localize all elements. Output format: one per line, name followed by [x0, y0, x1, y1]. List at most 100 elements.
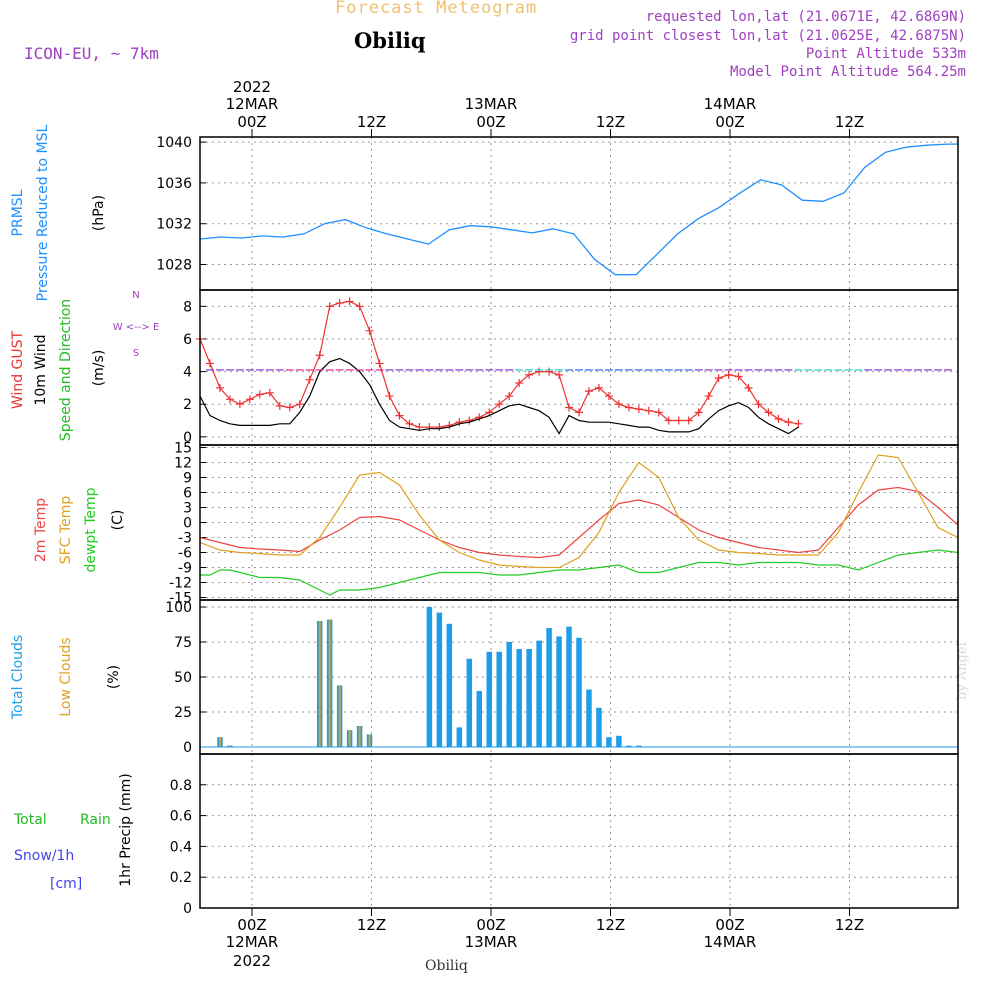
gust-point — [235, 400, 244, 409]
temp2m-line — [199, 486, 959, 559]
panel-frame — [199, 753, 959, 909]
wind-ytick: 4 — [183, 365, 192, 381]
gust-point — [215, 383, 224, 392]
gust-point — [525, 370, 534, 379]
gust-point — [535, 367, 544, 376]
total-cloud-bar — [426, 607, 433, 747]
chart-title: Forecast Meteogram — [335, 0, 538, 18]
wind-ytick: 6 — [183, 332, 192, 348]
top-hour-label: 12Z — [596, 113, 625, 131]
pressure-line — [199, 143, 958, 276]
low-cloud-bar — [218, 737, 221, 747]
gust-point — [435, 423, 444, 432]
gust-point — [604, 392, 613, 401]
gust-point — [255, 390, 264, 399]
panel-frame — [199, 289, 959, 446]
footer-station: Obiliq — [425, 958, 468, 974]
top-year-label: 2022 — [233, 78, 271, 96]
sfc-label: SFC Temp — [58, 496, 74, 565]
cloud-ytick: 0 — [183, 740, 192, 756]
gust-point — [385, 392, 394, 401]
gust-point — [644, 406, 653, 415]
compass-south: S — [133, 348, 139, 359]
precip-ytick: 0 — [183, 901, 192, 917]
temp-ytick: 15 — [174, 441, 192, 457]
gust-point — [275, 401, 284, 410]
total-cloud-bar — [516, 649, 522, 747]
gust-point — [205, 359, 214, 368]
temp-ytick: -9 — [178, 561, 192, 577]
gust-point — [714, 374, 723, 383]
gust-point — [594, 383, 603, 392]
panel-frame — [199, 136, 959, 291]
point-altitude: Point Altitude 533m — [805, 46, 966, 62]
legend-snow: Snow/1h — [14, 848, 74, 864]
gust-point — [614, 400, 623, 409]
low-clouds-label: Low Clouds — [58, 637, 74, 716]
legend-rain: Rain — [80, 812, 111, 828]
total-cloud-bar — [626, 745, 632, 747]
total-cloud-bar — [446, 623, 453, 747]
total-cloud-bar — [616, 735, 622, 747]
temp-ytick: -6 — [178, 546, 192, 562]
bottom-hour-label: 12Z — [357, 916, 386, 934]
temp-unit: (C) — [110, 510, 126, 531]
temp-ytick: 12 — [174, 456, 192, 472]
total-cloud-bar — [606, 737, 612, 747]
bottom-hour-label: 00Z — [476, 916, 505, 934]
total-cloud-bar — [566, 626, 572, 747]
bottom-date-label: 12MAR — [226, 933, 279, 951]
total-cloud-bar — [586, 689, 592, 747]
gust-point — [545, 367, 554, 376]
gust-point — [684, 416, 693, 425]
gust-point — [465, 416, 474, 425]
gust-point — [335, 299, 344, 308]
bottom-date-label: 13MAR — [465, 933, 518, 951]
gust-point — [724, 370, 733, 379]
total-clouds-label: Total Clouds — [10, 635, 26, 720]
gust-point — [405, 419, 414, 428]
gust-point — [445, 421, 454, 430]
closest-coords: grid point closest lon,lat (21.0625E, 42… — [569, 28, 966, 44]
low-cloud-bar — [358, 726, 361, 747]
top-hour-label: 12Z — [835, 113, 864, 131]
top-hour-label: 12Z — [357, 113, 386, 131]
dewpoint-line — [200, 549, 959, 596]
precip-ytick: 0.6 — [170, 809, 192, 825]
bottom-hour-label: 12Z — [596, 916, 625, 934]
gust-point — [355, 302, 364, 311]
gust-point — [694, 408, 703, 417]
gust-point — [774, 414, 783, 423]
total-cloud-bar — [596, 707, 602, 747]
total-cloud-bar — [576, 637, 582, 747]
wind-line — [199, 357, 799, 435]
cloud-ytick: 50 — [174, 670, 192, 686]
pressure-ytick: 1036 — [156, 176, 192, 192]
gust-point — [654, 408, 663, 417]
temp-ytick: -3 — [178, 531, 192, 547]
station-name: Obiliq — [354, 28, 426, 53]
total-cloud-bar — [476, 691, 483, 747]
pressure-label-1: PRMSL — [10, 189, 26, 236]
gust-point — [744, 383, 753, 392]
gust-point — [375, 359, 384, 368]
gust-point — [325, 302, 334, 311]
gust-label: Wind GUST — [10, 330, 26, 409]
precip-label: 1hr Precip (mm) — [118, 773, 134, 886]
gust-point — [764, 408, 773, 417]
gust-point — [285, 403, 294, 412]
cloud-unit: (%) — [106, 665, 122, 689]
gust-point — [664, 416, 673, 425]
gust-point — [555, 370, 564, 379]
model-altitude: Model Point Altitude 564.25m — [729, 64, 966, 80]
gust-point — [265, 388, 274, 397]
gust-point — [515, 379, 524, 387]
gust-point — [315, 351, 324, 360]
gust-point — [365, 326, 374, 335]
temp-ytick: 3 — [183, 501, 192, 517]
gust-point — [704, 392, 713, 401]
gust-point — [575, 408, 583, 417]
total-cloud-bar — [506, 642, 512, 747]
gust-point — [584, 387, 593, 396]
low-cloud-bar — [368, 734, 371, 747]
